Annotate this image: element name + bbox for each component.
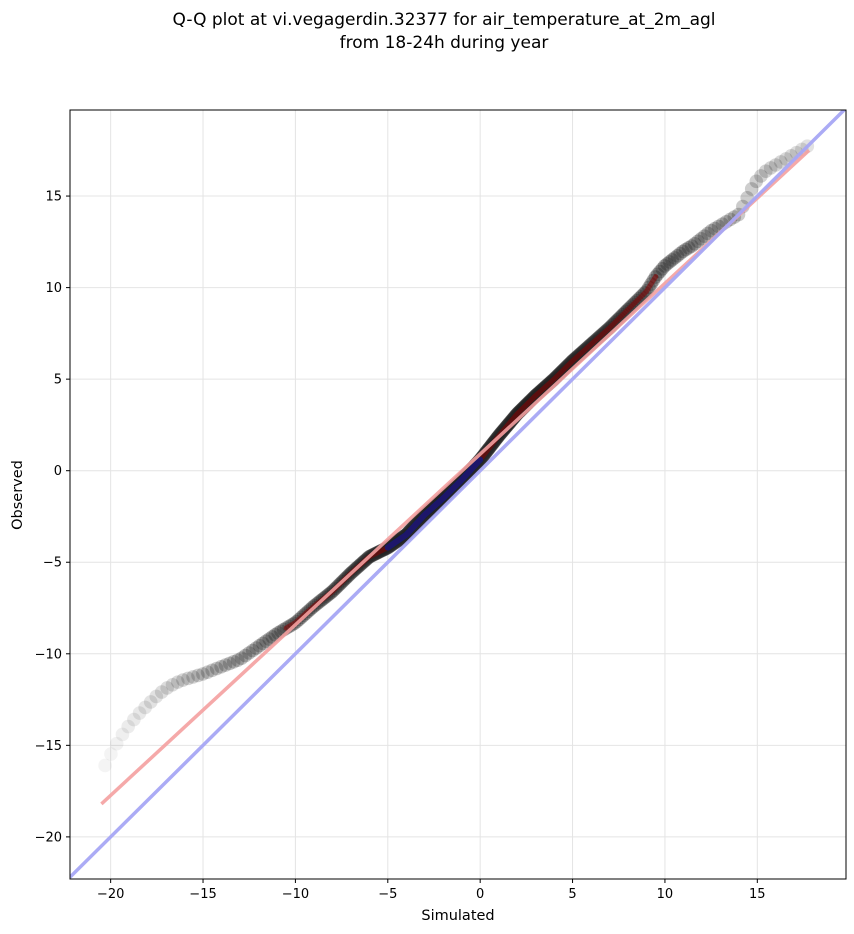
quantile-point xyxy=(665,253,679,267)
quantile-point xyxy=(165,677,180,692)
quantile-point xyxy=(143,695,158,709)
y-tick-label: 0 xyxy=(54,464,62,479)
x-tick-label: 0 xyxy=(476,887,484,902)
quantile-point xyxy=(196,667,210,681)
quantile-point xyxy=(667,251,682,265)
y-tick-label: −15 xyxy=(35,739,62,754)
y-axis-label: Observed xyxy=(10,460,26,530)
quantile-point xyxy=(256,636,270,651)
quantile-point xyxy=(160,681,174,695)
quantile-point xyxy=(109,736,124,751)
x-tick-label: 5 xyxy=(568,887,576,902)
quantile-point xyxy=(670,248,685,263)
quantile-point xyxy=(678,242,693,257)
plot-area xyxy=(70,110,846,879)
quantile-point xyxy=(115,727,130,742)
quantile-point xyxy=(226,654,241,669)
quantile-point xyxy=(749,174,764,189)
quantile-point xyxy=(701,226,715,241)
quantile-point xyxy=(205,663,219,678)
quantile-point xyxy=(262,632,276,646)
chart-title-line-1: Q-Q plot at vi.vegagerdin.32377 for air_… xyxy=(172,10,715,30)
quantile-point xyxy=(238,648,253,663)
quantile-point xyxy=(191,668,205,683)
x-tick-label: 10 xyxy=(657,887,674,902)
quantile-point xyxy=(245,643,260,658)
quantile-point xyxy=(186,670,200,684)
quantile-point xyxy=(200,665,215,679)
quantile-point xyxy=(214,659,228,674)
quantile-point xyxy=(773,155,788,169)
x-tick-label: −20 xyxy=(97,887,124,902)
quantile-point xyxy=(218,658,233,672)
quantile-point xyxy=(657,259,672,273)
quantile-point xyxy=(763,161,778,175)
quantile-point xyxy=(660,257,674,271)
quantile-point xyxy=(265,630,280,644)
quantile-point xyxy=(704,223,719,238)
quantile-point xyxy=(681,241,696,255)
y-axis-ticks: −20 −15 −10 −5 0 5 10 15 xyxy=(35,190,70,845)
quantile-point xyxy=(744,182,759,196)
y-tick-label: 5 xyxy=(54,373,62,388)
x-tick-label: −5 xyxy=(378,887,397,902)
quantile-point xyxy=(655,262,670,276)
x-tick-label: −15 xyxy=(189,887,216,902)
y-tick-label: 10 xyxy=(45,281,62,296)
grid-lines xyxy=(70,110,846,879)
quantile-point xyxy=(691,234,705,249)
x-axis-ticks: −20 −15 −10 −5 0 5 10 15 xyxy=(97,879,766,902)
quantile-point xyxy=(98,758,112,773)
quantile-point xyxy=(176,673,190,687)
chart-title-line-2: from 18-24h during year xyxy=(340,33,549,53)
y-tick-label: 15 xyxy=(45,190,62,205)
quantile-point xyxy=(121,719,135,734)
quantile-point xyxy=(676,244,690,259)
quantile-point xyxy=(138,700,152,715)
quantile-point xyxy=(768,158,783,172)
quantile-point xyxy=(127,712,141,727)
y-tick-label: −20 xyxy=(35,830,62,845)
quantile-point xyxy=(154,685,169,699)
reference-lines xyxy=(70,110,846,879)
quantile-point xyxy=(132,706,147,720)
x-tick-label: −10 xyxy=(282,887,309,902)
quantile-point xyxy=(104,747,118,761)
quantile-point xyxy=(149,689,164,704)
x-axis-label: Simulated xyxy=(421,908,494,924)
y-tick-label: −5 xyxy=(43,556,62,571)
plot-frame xyxy=(69,109,847,880)
quantile-point xyxy=(230,653,245,667)
quantile-point xyxy=(222,656,237,671)
x-tick-label: 15 xyxy=(749,887,766,902)
quantile-point xyxy=(754,169,768,183)
quantile-point xyxy=(758,164,773,178)
quantile-point xyxy=(723,212,738,227)
quantile-point xyxy=(252,638,267,653)
quantile-point xyxy=(170,675,185,689)
quantile-point xyxy=(181,671,195,686)
quantile-point xyxy=(662,255,677,269)
quantile-point xyxy=(694,231,708,246)
quantile-point xyxy=(687,237,702,251)
quantile-point xyxy=(249,641,263,655)
quantile-points xyxy=(98,139,815,773)
y-tick-label: −10 xyxy=(35,647,62,662)
identity-line xyxy=(70,110,846,879)
quantile-point xyxy=(209,661,224,676)
quantile-point xyxy=(234,651,249,665)
quantile-point xyxy=(697,229,712,243)
quantile-core-overlay xyxy=(384,456,484,551)
quantile-point xyxy=(259,634,273,648)
quantile-point xyxy=(684,239,699,253)
quantile-point xyxy=(673,246,687,261)
quantile-point xyxy=(242,646,256,660)
